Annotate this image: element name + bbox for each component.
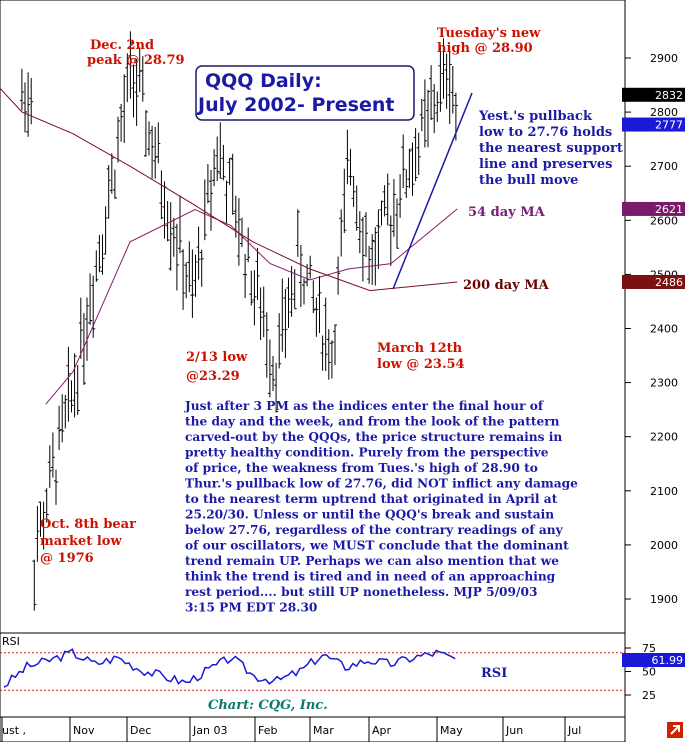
commentary-line: think the trend is tired and in need of … [185,570,556,584]
commentary-line: Just after 3 PM as the indices enter the… [184,399,544,413]
price-tick-label: 2200 [650,431,678,444]
scroll-arrow-icon[interactable] [667,722,683,738]
last-price-badge-bg [622,87,685,102]
rsi-line [3,648,456,688]
ma54-badge-value: 2621 [655,203,683,216]
price-tick-label: 2800 [650,106,678,119]
annotation-oct-low: Oct. 8th bear market low @ 1976 [40,517,136,566]
commentary-block: Just after 3 PM as the indices enter the… [184,399,578,615]
dec-peak-line-2: peak @ 28.79 [87,53,185,68]
tues-high-line-1: Tuesday's new [437,26,541,41]
feb-low-line-2: @23.29 [186,369,240,384]
annotation-mar-low: March 12th low @ 23.54 [377,341,465,372]
oct-low-line-3: @ 1976 [40,551,94,566]
price-axis-ticks: 2900280027002600250024002300220021002000… [625,52,678,606]
commentary-line: rest period.... but still UP nonetheless… [185,585,537,599]
ma200-badge-value: 2486 [655,276,683,289]
price-tick-label: 2700 [650,160,678,173]
annotation-dec-peak: Dec. 2nd peak @ 28.79 [87,38,185,68]
commentary-line: to the nearest term uptrend that origina… [185,492,558,506]
ohlc-bars [19,31,458,611]
price-tick-label: 1900 [650,593,678,606]
commentary-line: 25.20/30. Unless or until the QQQ's brea… [185,508,554,522]
date-tick-label: Mar [313,724,334,737]
ma54-line [45,208,458,405]
mar-low-line-1: March 12th [377,341,463,356]
date-tick-label: Feb [258,724,277,737]
moving-averages [0,87,458,405]
price-tick-label: 2600 [650,214,678,227]
commentary-line: Thur.'s pullback low of 27.76, did NOT i… [185,477,578,491]
annotation-tues-high: Tuesday's new high @ 28.90 [437,26,541,56]
price-tick-label: 2300 [650,377,678,390]
last-price-badge-value: 2832 [655,89,683,102]
rsi-panel-label: RSI [2,635,20,648]
pullback-line-1: Yest.'s pullback [478,109,593,124]
rsi-series [0,648,625,691]
date-axis-frame [0,716,626,742]
rsi-badge-bg [622,653,685,667]
commentary-line: pretty healthy condition. Purely from th… [185,446,549,460]
date-tick-label: May [440,724,463,737]
trendline-badge-value: 2777 [655,119,683,132]
title-box: QQQ Daily: July 2002- Present [195,65,415,121]
commentary-line: below 27.76, regardless of the contrary … [185,523,564,537]
chart-credit: Chart: CQG, Inc. [208,698,328,713]
ma200-label: 200 day MA [463,278,550,293]
support-trendline [392,92,473,290]
date-tick-label: ust , [2,724,26,737]
date-tick-label: Jul [567,724,581,737]
price-tick-label: 2400 [650,323,678,336]
ma200-badge-bg [622,274,685,289]
mar-low-line-2: low @ 23.54 [377,357,465,372]
commentary-line: the day and the week, and from the look … [185,415,560,429]
value-badges: 2832 2777 2621 2486 61.99 [622,87,685,667]
commentary-line: of our oscillators, we MUST conclude tha… [185,539,569,553]
price-tick-label: 2000 [650,539,678,552]
price-tick-label: 2900 [650,52,678,65]
dec-peak-line-1: Dec. 2nd [90,38,154,53]
commentary-line: of price, the weakness from Tues.'s high… [185,461,538,475]
title-line-2: July 2002- Present [196,94,394,116]
commentary-line: trend remain UP. Perhaps we can also men… [185,554,559,568]
title-box-frame [195,65,415,121]
rsi-series-label: RSI [481,666,507,681]
oct-low-line-1: Oct. 8th bear [40,517,136,532]
tues-high-line-2: high @ 28.90 [437,41,533,56]
rsi-tick-label: 75 [642,642,656,655]
annotation-pullback: Yest.'s pullback low to 27.76 holds the … [478,109,623,188]
ma54-badge-bg [622,201,685,216]
rsi-badge-value: 61.99 [652,654,684,667]
ma54-label: 54 day MA [468,205,546,220]
ma200-line [0,87,458,292]
rsi-panel-frame [0,632,626,718]
commentary-line: 3:15 PM EDT 28.30 [185,601,317,615]
date-tick-label: Dec [130,724,151,737]
pullback-line-3: the nearest support [479,141,623,156]
oct-low-line-2: market low [40,534,122,549]
date-tick-label: Apr [372,724,392,737]
annotation-feb-low: 2/13 low @23.29 [186,350,248,384]
title-line-1: QQQ Daily: [205,70,322,92]
pullback-line-4: line and preserves [479,157,612,172]
price-tick-label: 2100 [650,485,678,498]
rsi-tick-label: 50 [642,666,656,679]
trendline-badge-bg [622,117,685,132]
date-tick-label: Jan 03 [192,724,227,737]
date-axis: ust , Nov Dec Jan 03 Feb Mar Apr May Jun Jul [1,717,581,742]
date-tick-label: Nov [73,724,95,737]
rsi-tick-label: 25 [642,689,656,702]
commentary-line: carved-out by the QQQs, the price struct… [185,430,562,444]
feb-low-line-1: 2/13 low [186,350,248,365]
pullback-line-5: the bull move [479,173,578,188]
rsi-axis-ticks: 75 50 25 [625,642,656,702]
date-tick-label: Jun [505,724,523,737]
pullback-line-2: low to 27.76 holds [479,125,612,140]
